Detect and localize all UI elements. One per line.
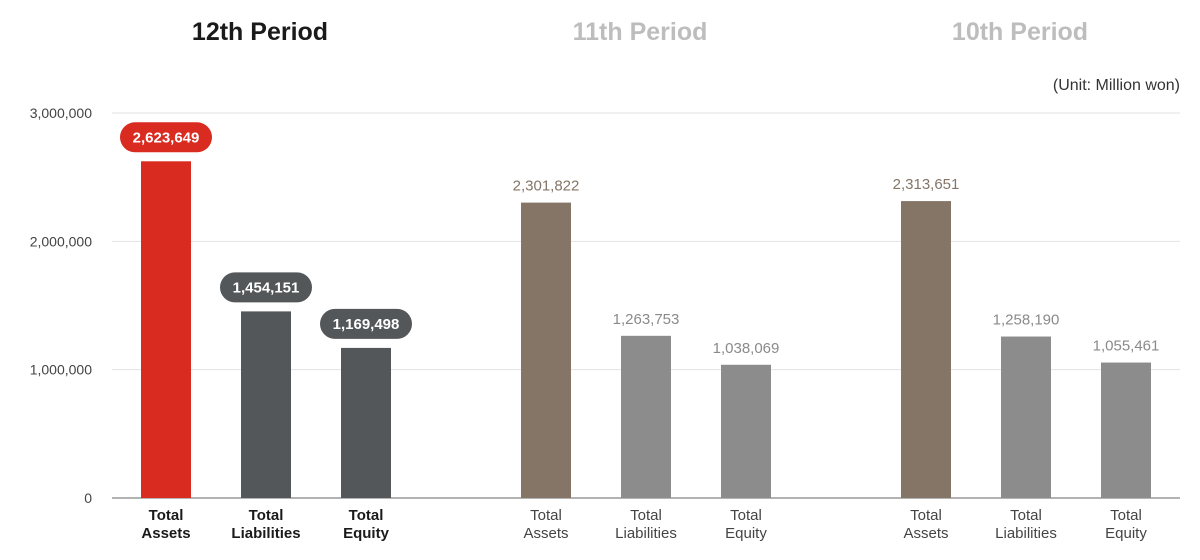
category-label: Assets	[141, 525, 190, 542]
bar	[521, 202, 571, 499]
value-badge	[120, 122, 212, 153]
y-tick-label: 0	[84, 490, 92, 506]
unit-label: (Unit: Million won)	[1052, 77, 1180, 94]
category-label: Assets	[523, 525, 568, 542]
bar	[621, 335, 671, 498]
category-label: Total	[730, 507, 762, 524]
bar	[341, 347, 391, 498]
y-tick-label: 2,000,000	[30, 233, 92, 249]
value-label: 1,263,753	[613, 311, 680, 328]
value-label: 1,169,498	[333, 316, 400, 333]
bar	[241, 311, 291, 498]
bar	[1001, 336, 1051, 498]
category-label: Equity	[725, 525, 767, 542]
category-label: Equity	[1105, 525, 1147, 542]
value-label: 2,301,822	[513, 178, 580, 195]
category-label: Total	[630, 507, 662, 524]
value-label: 1,055,461	[1093, 338, 1160, 355]
category-label: Total	[149, 507, 184, 524]
bar	[901, 201, 951, 498]
value-label: 2,313,651	[893, 176, 960, 193]
value-badge	[320, 308, 412, 339]
category-label: Liabilities	[995, 525, 1057, 542]
tab-10th-period[interactable]: 10th Period	[951, 18, 1089, 46]
category-label: Total	[1010, 507, 1042, 524]
bar	[141, 161, 191, 498]
category-label: Liabilities	[231, 525, 300, 542]
category-label: Total	[910, 507, 942, 524]
category-label: Total	[349, 507, 384, 524]
tab-12th-period[interactable]: 12th Period	[191, 18, 329, 46]
category-label: Liabilities	[615, 525, 677, 542]
value-label: 2,623,649	[133, 129, 200, 146]
category-label: Equity	[343, 525, 389, 542]
category-label: Assets	[903, 525, 948, 542]
bar	[721, 364, 771, 498]
value-badge	[220, 272, 312, 303]
value-label: 1,258,190	[993, 312, 1060, 329]
category-label: Total	[249, 507, 284, 524]
bar	[1101, 362, 1151, 498]
value-label: 1,454,151	[233, 279, 300, 296]
category-label: Total	[530, 507, 562, 524]
tab-11th-period[interactable]: 11th Period	[572, 18, 708, 46]
y-tick-label: 1,000,000	[30, 362, 92, 378]
value-label: 1,038,069	[713, 340, 780, 357]
y-tick-label: 3,000,000	[30, 105, 92, 121]
category-label: Total	[1110, 507, 1142, 524]
